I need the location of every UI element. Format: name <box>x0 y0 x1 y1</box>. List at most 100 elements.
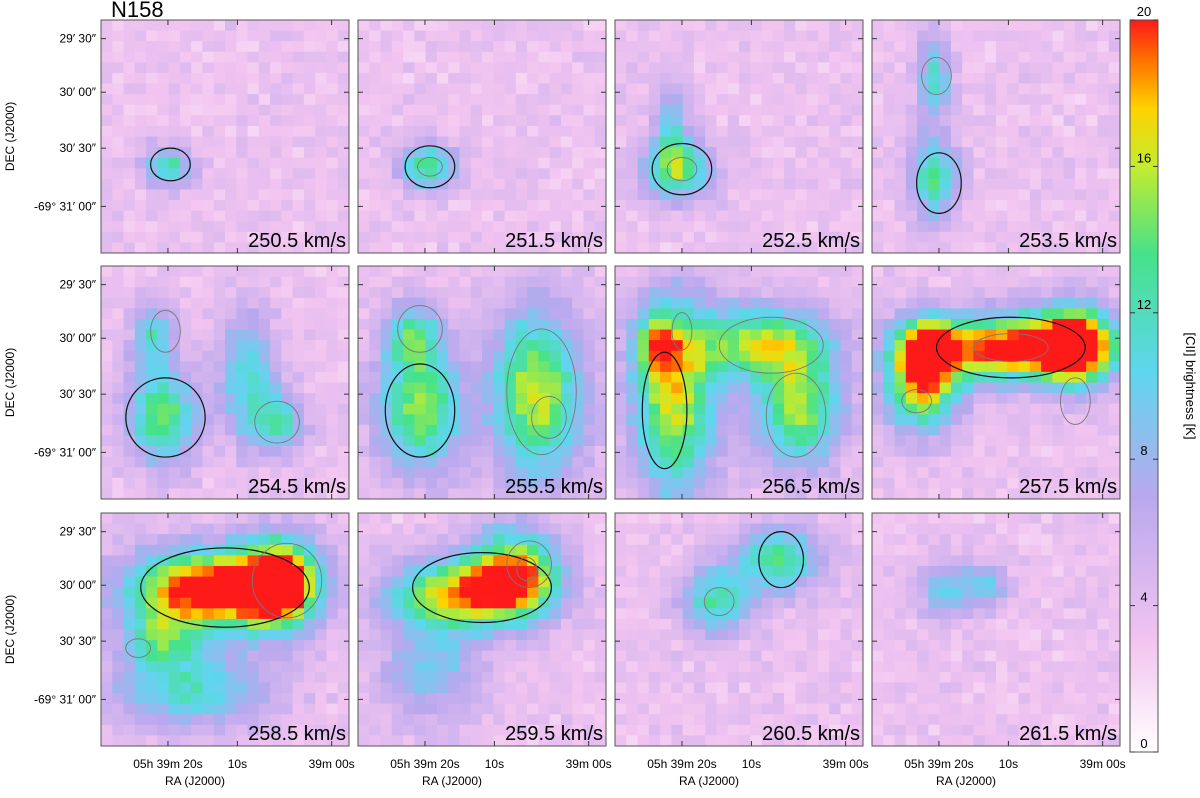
heatmap-pixel <box>671 62 683 73</box>
heatmap-pixel <box>236 137 248 148</box>
heatmap-pixel <box>236 555 248 566</box>
heatmap-pixel <box>852 435 864 446</box>
heatmap-pixel <box>259 619 271 630</box>
heatmap-pixel <box>358 393 370 404</box>
heatmap-pixel <box>248 651 260 662</box>
heatmap-pixel <box>962 457 974 468</box>
heatmap-pixel <box>169 372 181 383</box>
heatmap-pixel <box>583 211 595 222</box>
heatmap-pixel <box>1064 41 1076 52</box>
heatmap-pixel <box>996 94 1008 105</box>
heatmap-pixel <box>414 725 426 736</box>
heatmap-pixel <box>550 404 562 415</box>
heatmap-pixel <box>124 105 136 116</box>
heatmap-pixel <box>135 372 147 383</box>
heatmap-pixel <box>1052 105 1064 116</box>
heatmap-pixel <box>1064 137 1076 148</box>
heatmap-pixel <box>180 467 192 478</box>
heatmap-pixel <box>381 404 393 415</box>
heatmap-pixel <box>459 714 471 725</box>
heatmap-pixel <box>169 62 181 73</box>
heatmap-pixel <box>1007 73 1019 84</box>
heatmap-pixel <box>671 277 683 288</box>
heatmap-pixel <box>829 20 841 31</box>
heatmap-pixel <box>572 287 584 298</box>
heatmap-pixel <box>146 232 158 243</box>
heatmap-pixel <box>101 640 113 651</box>
heatmap-pixel <box>471 524 483 535</box>
heatmap-pixel <box>225 340 237 351</box>
heatmap-pixel <box>214 319 226 330</box>
heatmap-pixel <box>906 200 918 211</box>
heatmap-pixel <box>750 340 762 351</box>
heatmap-pixel <box>459 577 471 588</box>
heatmap-pixel <box>962 137 974 148</box>
heatmap-pixel <box>293 277 305 288</box>
heatmap-pixel <box>626 137 638 148</box>
heatmap-pixel <box>270 672 282 683</box>
heatmap-pixel <box>493 52 505 63</box>
heatmap-pixel <box>146 714 158 725</box>
heatmap-pixel <box>259 31 271 42</box>
heatmap-pixel <box>595 608 607 619</box>
heatmap-pixel <box>561 393 573 404</box>
heatmap-pixel <box>716 308 728 319</box>
heatmap-pixel <box>414 446 426 457</box>
heatmap-pixel <box>1109 383 1121 394</box>
heatmap-pixel <box>962 84 974 95</box>
heatmap-pixel <box>358 158 370 169</box>
heatmap-pixel <box>1041 383 1053 394</box>
heatmap-pixel <box>595 682 607 693</box>
heatmap-pixel <box>112 630 124 641</box>
heatmap-pixel <box>940 179 952 190</box>
heatmap-pixel <box>304 319 316 330</box>
heatmap-pixel <box>538 630 550 641</box>
heatmap-pixel <box>459 372 471 383</box>
heatmap-pixel <box>304 640 316 651</box>
heatmap-pixel <box>917 115 929 126</box>
heatmap-pixel <box>437 20 449 31</box>
heatmap-pixel <box>750 147 762 158</box>
heatmap-pixel <box>583 545 595 556</box>
heatmap-pixel <box>516 105 528 116</box>
heatmap-pixel <box>225 361 237 372</box>
heatmap-pixel <box>1052 372 1064 383</box>
heatmap-pixel <box>973 189 985 200</box>
heatmap-pixel <box>705 330 717 341</box>
heatmap-pixel <box>236 435 248 446</box>
heatmap-pixel <box>1041 404 1053 415</box>
heatmap-pixel <box>135 211 147 222</box>
heatmap-pixel <box>124 266 136 277</box>
heatmap-pixel <box>583 534 595 545</box>
heatmap-pixel <box>101 566 113 577</box>
heatmap-pixel <box>572 630 584 641</box>
heatmap-pixel <box>124 221 136 232</box>
heatmap-pixel <box>583 404 595 415</box>
heatmap-pixel <box>1086 105 1098 116</box>
heatmap-pixel <box>426 287 438 298</box>
heatmap-pixel <box>225 266 237 277</box>
heatmap-pixel <box>414 115 426 126</box>
heatmap-pixel <box>840 298 852 309</box>
heatmap-pixel <box>135 488 147 499</box>
heatmap-pixel <box>538 393 550 404</box>
heatmap-pixel <box>202 242 214 253</box>
heatmap-pixel <box>259 598 271 609</box>
heatmap-pixel <box>437 84 449 95</box>
heatmap-pixel <box>191 137 203 148</box>
heatmap-pixel <box>1030 287 1042 298</box>
heatmap-pixel <box>917 147 929 158</box>
heatmap-pixel <box>191 179 203 190</box>
heatmap-pixel <box>705 404 717 415</box>
heatmap-pixel <box>437 115 449 126</box>
heatmap-pixel <box>649 478 661 489</box>
heatmap-pixel <box>392 115 404 126</box>
heatmap-pixel <box>527 566 539 577</box>
heatmap-pixel <box>326 598 338 609</box>
heatmap-pixel <box>270 115 282 126</box>
heatmap-pixel <box>852 84 864 95</box>
heatmap-pixel <box>773 340 785 351</box>
heatmap-pixel <box>527 640 539 651</box>
heatmap-pixel <box>940 137 952 148</box>
heatmap-pixel <box>940 287 952 298</box>
